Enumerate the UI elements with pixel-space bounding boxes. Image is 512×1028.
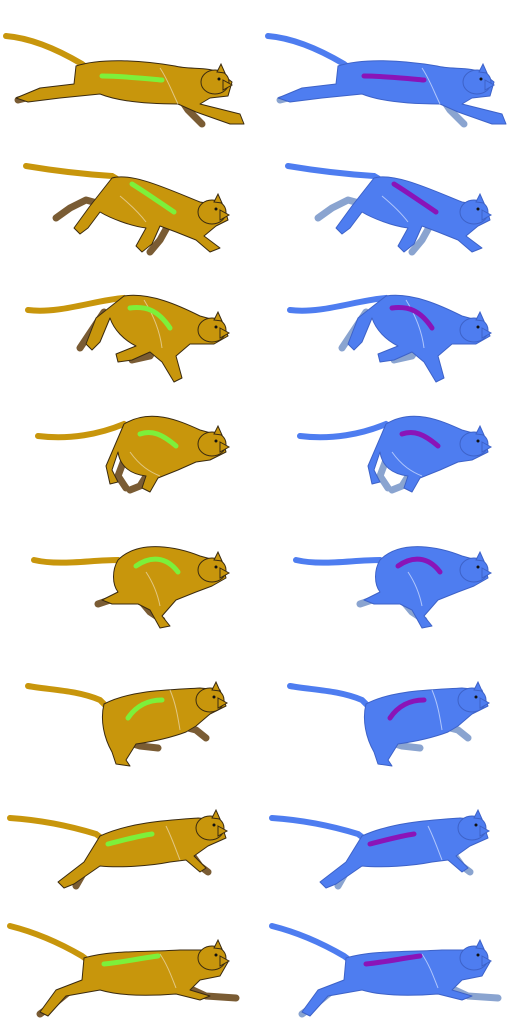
recolored-cat-5 xyxy=(296,547,491,628)
recolored-cat-4-ear xyxy=(476,426,484,435)
original-cat-3 xyxy=(28,295,229,382)
original-cat-3-eye xyxy=(215,326,218,329)
original-cat-8-ear xyxy=(214,940,222,949)
original-cat-2-tail xyxy=(26,166,122,182)
original-cat-5-eye xyxy=(215,566,218,569)
original-cat-5 xyxy=(34,547,229,628)
original-cat-4-ear xyxy=(214,426,222,435)
original-cat-2 xyxy=(26,166,229,252)
recolored-cat-2-ear xyxy=(476,194,484,203)
original-cat-7-eye xyxy=(213,824,216,827)
recolored-cat-8-tail xyxy=(272,926,352,962)
recolored-cat-5-ear xyxy=(476,552,484,561)
recolored-cat-1-eye xyxy=(480,78,483,81)
recolored-cat-2-tail xyxy=(288,166,384,182)
original-cat-6 xyxy=(28,682,227,766)
original-cat-1-tail xyxy=(6,36,90,70)
recolored-cat-6-ear xyxy=(474,682,482,691)
original-cat-7-ear xyxy=(212,810,220,819)
recolored-cat-5-eye xyxy=(477,566,480,569)
recolored-cat-3-eye xyxy=(477,326,480,329)
recolored-cat-2 xyxy=(288,166,491,252)
original-cat-4-tail xyxy=(38,424,132,437)
recolored-cat-8-ear xyxy=(476,940,484,949)
recolored-cat-7 xyxy=(272,810,489,888)
original-cat-5-tail xyxy=(34,560,124,564)
recolored-cat-5-tail xyxy=(296,560,386,564)
original-cat-1 xyxy=(6,36,244,124)
recolored-cat-7-ear xyxy=(474,810,482,819)
original-cat-4-eye xyxy=(215,440,218,443)
recolored-cat-6-tail xyxy=(290,686,370,708)
original-cat-2-ear xyxy=(214,194,222,203)
recolored-cat-3 xyxy=(290,295,491,382)
original-cat-1-ear xyxy=(217,64,225,73)
recolored-cat-7-eye xyxy=(475,824,478,827)
original-cat-6-eye xyxy=(213,696,216,699)
original-cat-7 xyxy=(10,810,227,888)
original-cat-5-ear xyxy=(214,552,222,561)
recolored-cat-2-eye xyxy=(477,208,480,211)
recolored-cat-7-tail xyxy=(272,818,366,840)
recolored-cat-8-eye xyxy=(477,954,480,957)
recolored-cat-6-eye xyxy=(475,696,478,699)
original-cat-4 xyxy=(38,416,229,492)
original-cat-8 xyxy=(10,926,236,1016)
original-cat-6-ear xyxy=(212,682,220,691)
recolored-cat-1-tail xyxy=(268,36,352,70)
recolored-cat-1-ear xyxy=(479,64,487,73)
original-cat-3-ear xyxy=(214,312,222,321)
original-cat-1-eye xyxy=(218,78,221,81)
recolored-cat-8 xyxy=(272,926,498,1016)
original-cat-8-tail xyxy=(10,926,90,962)
recolored-cat-4-tail xyxy=(300,424,394,437)
recolored-cat-4-eye xyxy=(477,440,480,443)
recolored-cat-6 xyxy=(290,682,489,766)
original-cat-6-tail xyxy=(28,686,108,708)
original-cat-7-tail xyxy=(10,818,104,840)
original-cat-8-eye xyxy=(215,954,218,957)
recolored-cat-3-ear xyxy=(476,312,484,321)
recolored-cat-1 xyxy=(268,36,506,124)
recolored-cat-4 xyxy=(300,416,491,492)
original-cat-2-eye xyxy=(215,208,218,211)
